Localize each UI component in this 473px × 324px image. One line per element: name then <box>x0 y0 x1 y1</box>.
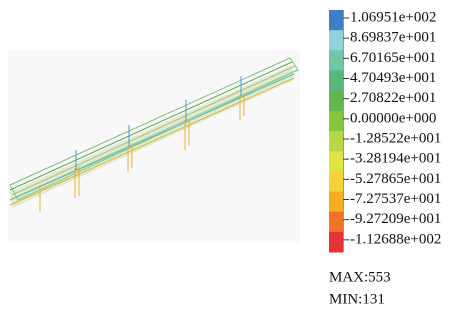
screen: 1.06951e+002 8.69837e+001 6.70165e+001 4.70… <box>0 0 473 324</box>
legend-swatch <box>329 91 343 112</box>
legend-swatch <box>329 131 343 152</box>
legend-label: -1.28522e+001 <box>350 130 441 146</box>
model-viewport <box>8 50 300 242</box>
legend-swatch <box>329 111 343 132</box>
legend-swatch <box>329 212 343 233</box>
result-view: 1.06951e+002 8.69837e+001 6.70165e+001 4.70… <box>0 0 473 324</box>
legend-label: 1.06951e+002 <box>350 9 436 25</box>
legend-label: -1.12688e+002 <box>350 231 441 247</box>
legend-swatch <box>329 71 343 92</box>
legend-swatch <box>329 151 343 172</box>
legend-swatch <box>329 50 343 71</box>
legend-label: 8.69837e+001 <box>350 30 436 46</box>
legend-swatch <box>329 232 343 253</box>
legend-label: -7.27537e+001 <box>350 191 441 207</box>
legend-label: 6.70165e+001 <box>350 50 436 66</box>
max-label: MAX:553 <box>329 269 391 285</box>
legend-swatch <box>329 192 343 213</box>
legend-label: -5.27865e+001 <box>350 171 441 187</box>
legend-label: 4.70493e+001 <box>350 70 436 86</box>
legend-label: 0.00000e+000 <box>350 110 436 126</box>
legend-label: 2.70822e+001 <box>350 90 436 106</box>
legend-swatch <box>329 10 343 31</box>
legend-swatch <box>329 171 343 192</box>
legend-label: -3.28194e+001 <box>350 151 441 167</box>
legend-label: -9.27209e+001 <box>350 211 441 227</box>
min-label: MIN:131 <box>329 291 385 307</box>
legend-swatch <box>329 30 343 51</box>
